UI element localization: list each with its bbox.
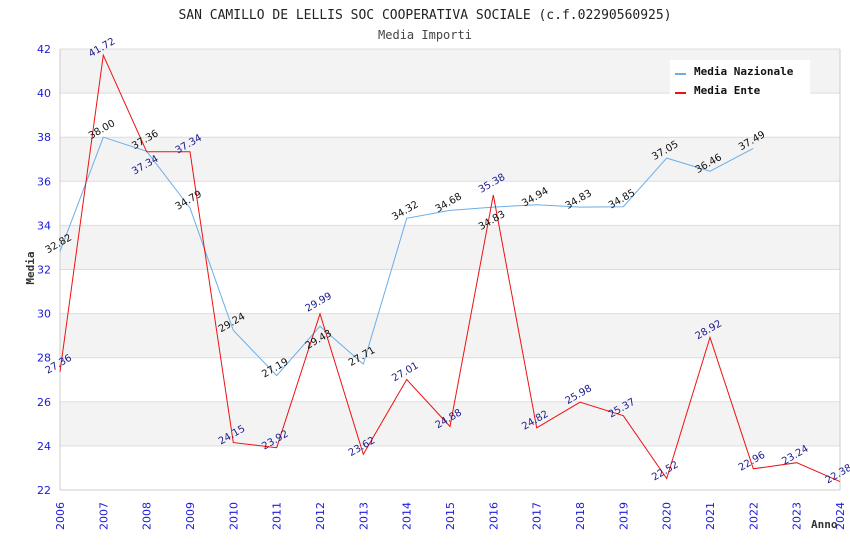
data-label: 27.01 xyxy=(390,360,420,384)
data-label: 23.24 xyxy=(780,444,810,468)
x-tick-labels: 2006 2007 2008 2009 2010 2011 2012 2013 2014 2015… xyxy=(54,502,847,530)
data-label: 29.99 xyxy=(304,291,334,315)
grid-bands xyxy=(60,49,840,446)
x-tick-label: 2019 xyxy=(617,502,630,530)
x-tick-label: 2022 xyxy=(747,502,760,530)
y-tick-label: 22 xyxy=(37,484,51,497)
grid-band xyxy=(60,225,840,270)
legend-background xyxy=(670,60,810,100)
y-tick-label: 42 xyxy=(37,43,51,56)
legend-label-media-ente: Media Ente xyxy=(694,84,761,97)
x-tick-label: 2010 xyxy=(227,502,240,530)
x-tick-label: 2008 xyxy=(141,502,154,530)
legend: Media Nazionale Media Ente xyxy=(670,60,810,100)
grid-lines xyxy=(60,48,840,491)
y-tick-label: 38 xyxy=(37,131,51,144)
x-tick-label: 2011 xyxy=(271,502,284,530)
y-tick-label: 34 xyxy=(37,219,51,232)
x-tick-label: 2021 xyxy=(704,502,717,530)
data-label: 22.96 xyxy=(737,450,767,474)
data-label: 27.19 xyxy=(260,356,290,380)
data-label: 22.38 xyxy=(824,463,850,487)
x-tick-label: 2012 xyxy=(314,502,327,530)
x-tick-label: 2016 xyxy=(487,502,500,530)
grid-band xyxy=(60,137,840,182)
data-label: 34.83 xyxy=(564,188,594,212)
x-tick-label: 2024 xyxy=(834,502,847,530)
x-tick-label: 2015 xyxy=(444,502,457,530)
x-axis-label: Anno xyxy=(811,518,838,531)
y-tick-label: 36 xyxy=(37,175,51,188)
grid-band xyxy=(60,313,840,358)
x-tick-label: 2006 xyxy=(54,502,67,530)
legend-label-media-nazionale: Media Nazionale xyxy=(694,65,794,78)
series-group xyxy=(59,53,841,483)
chart-title: SAN CAMILLO DE LELLIS SOC COOPERATIVA SO… xyxy=(178,8,671,23)
y-tick-labels: 22 24 26 28 30 32 34 36 38 40 42 xyxy=(37,43,51,497)
x-tick-label: 2007 xyxy=(97,502,110,530)
y-tick-label: 30 xyxy=(37,308,51,321)
data-label: 34.68 xyxy=(434,191,464,215)
x-tick-label: 2009 xyxy=(184,502,197,530)
data-label: 34.32 xyxy=(390,199,420,223)
y-tick-label: 32 xyxy=(37,264,51,277)
x-tick-label: 2020 xyxy=(661,502,674,530)
x-tick-label: 2013 xyxy=(357,502,370,530)
y-tick-label: 26 xyxy=(37,396,51,409)
x-tick-label: 2017 xyxy=(531,502,544,530)
y-tick-label: 24 xyxy=(37,440,51,453)
y-tick-label: 40 xyxy=(37,87,51,100)
series-line-media-nazionale xyxy=(59,136,754,377)
data-label: 34.85 xyxy=(607,188,637,212)
chart-subtitle: Media Importi xyxy=(378,28,472,42)
y-tick-label: 28 xyxy=(37,352,51,365)
x-tick-label: 2023 xyxy=(791,502,804,530)
x-tick-label: 2018 xyxy=(574,502,587,530)
series-line-media-ente xyxy=(59,53,841,483)
y-axis-label: Media xyxy=(24,251,37,284)
data-label: 22.52 xyxy=(650,459,680,483)
data-label: 34.94 xyxy=(520,186,550,210)
x-tick-label: 2014 xyxy=(401,502,414,530)
